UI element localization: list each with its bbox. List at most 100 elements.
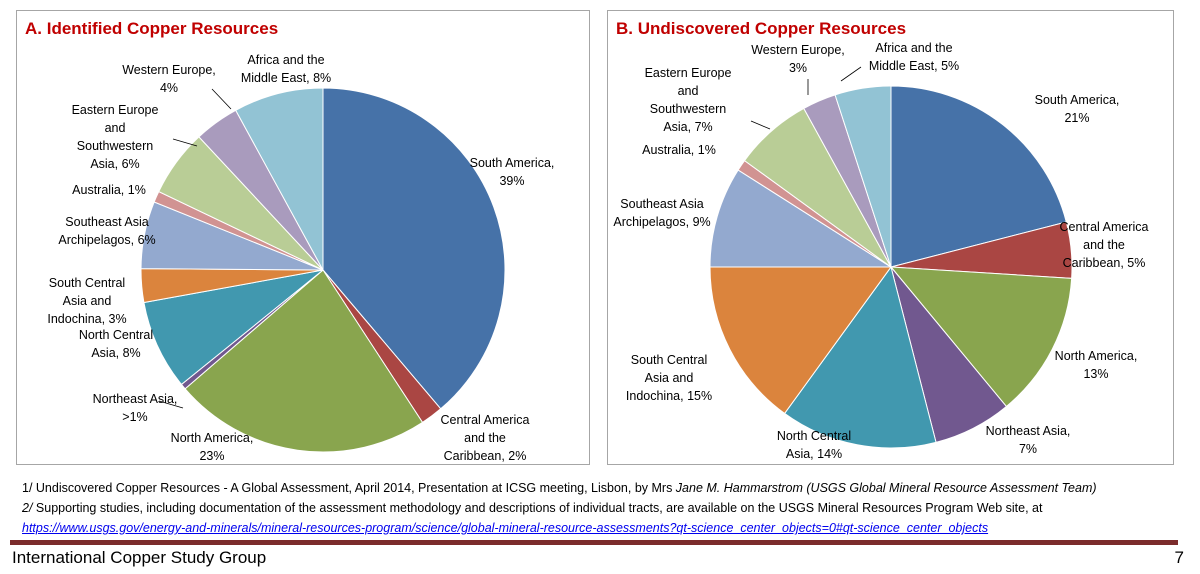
data-label-line: >1%	[122, 410, 148, 424]
usgs-link[interactable]: https://www.usgs.gov/energy-and-minerals…	[22, 521, 989, 535]
data-label: Northeast Asia, >1%	[93, 390, 178, 426]
data-label: North Central Asia, 8%	[79, 326, 153, 362]
pie-slice-southeast-asia-archipelagos	[709, 169, 893, 268]
leader-line	[172, 138, 198, 147]
data-label-line: Southwestern	[649, 102, 727, 116]
data-label-line: Indochina, 15%	[625, 389, 713, 403]
data-label-line: 13%	[1083, 367, 1109, 381]
leader-line	[211, 88, 232, 110]
footer-divider	[10, 540, 1178, 545]
data-label: North America, 23%	[171, 429, 254, 465]
data-label-line: 21%	[1064, 111, 1090, 125]
chart-title-undiscovered: B. Undiscovered Copper Resources	[616, 19, 907, 38]
data-label: Eastern Europe and Southwestern Asia, 6%	[72, 101, 159, 173]
data-label-line: North America,	[1054, 349, 1138, 363]
data-label: Southeast Asia Archipelagos, 9%	[613, 195, 710, 231]
data-label-line: Asia, 7%	[663, 120, 713, 134]
data-label: Australia, 1%	[642, 141, 716, 159]
pie-slice-south-america	[322, 87, 506, 410]
data-label-line: Australia, 1%	[72, 183, 146, 197]
data-label-line: South America,	[1034, 93, 1120, 107]
data-label-line: Western Europe,	[122, 63, 216, 77]
data-label-line: Southwestern	[76, 139, 154, 153]
data-label-line: 23%	[199, 449, 225, 463]
data-label-line: 7%	[1018, 442, 1038, 456]
data-label: Africa and the Middle East, 5%	[869, 39, 959, 75]
leader-line	[840, 66, 862, 82]
data-label-line: and	[677, 84, 699, 98]
pie-slice-africa-and-the-middle-east	[235, 87, 324, 271]
data-label-line: Central America	[440, 413, 530, 427]
chart-identified-resources: A. Identified Copper Resources South Ame…	[16, 10, 590, 465]
pie-slice-africa-and-the-middle-east	[834, 85, 892, 268]
data-label-line: 3%	[788, 61, 808, 75]
data-label-line: Caribbean, 2%	[443, 449, 527, 463]
data-label-line: South Central	[630, 353, 708, 367]
pie-slice-south-central-asia-and-indochina	[709, 266, 892, 415]
data-label-line: Asia and	[62, 294, 112, 308]
pie-slice-north-central-asia	[783, 265, 937, 449]
data-label-line: Middle East, 5%	[868, 59, 960, 73]
chart-undiscovered-resources: B. Undiscovered Copper Resources South A…	[607, 10, 1174, 465]
footer-organization: International Copper Study Group	[12, 548, 267, 567]
leader-line	[750, 120, 771, 130]
data-label-line: Southeast Asia	[620, 197, 704, 211]
pie-chart-undiscovered	[709, 66, 1073, 449]
data-label-line: North Central	[78, 328, 154, 342]
data-label-line: North America,	[170, 431, 254, 445]
data-label-line: Southeast Asia	[65, 215, 149, 229]
data-label-line: Northeast Asia,	[985, 424, 1071, 438]
data-label-line: South America,	[469, 156, 555, 170]
data-label: Central America and the Caribbean, 5%	[1060, 218, 1149, 272]
data-label: South America, 21%	[1035, 91, 1120, 127]
data-label-line: Australia, 1%	[642, 143, 716, 157]
chart-title-identified: A. Identified Copper Resources	[25, 19, 279, 38]
data-label: South Central Asia and Indochina, 3%	[47, 274, 126, 328]
data-label: Africa and the Middle East, 8%	[241, 51, 331, 87]
data-label-line: Central America	[1059, 220, 1149, 234]
data-label-line: and the	[464, 431, 506, 445]
data-label-line: 4%	[159, 81, 179, 95]
data-label-line: 39%	[499, 174, 525, 188]
data-label-line: Caribbean, 5%	[1062, 256, 1146, 270]
pie-slice-north-america	[889, 266, 1073, 408]
data-label: Western Europe, 4%	[122, 61, 216, 97]
data-label: Central America and the Caribbean, 2%	[441, 411, 530, 465]
data-label: Southeast Asia Archipelagos, 6%	[58, 213, 155, 249]
pie-chart-identified	[140, 87, 506, 453]
pie-slice-north-central-asia	[143, 269, 324, 386]
data-label-line: Asia, 8%	[91, 346, 141, 360]
data-label: North Central Asia, 14%	[777, 427, 851, 463]
data-label-line: Eastern Europe	[71, 103, 159, 117]
data-label-line: and	[104, 121, 126, 135]
data-label-line: South Central	[48, 276, 126, 290]
footnotes: 1/ Undiscovered Copper Resources - A Glo…	[22, 478, 1182, 538]
pie-slice-north-america	[184, 269, 424, 453]
footnote-1: 1/ Undiscovered Copper Resources - A Glo…	[22, 481, 1097, 495]
data-label-line: Asia, 6%	[90, 157, 140, 171]
data-label: Northeast Asia, 7%	[986, 422, 1071, 458]
data-label-line: and the	[1083, 238, 1125, 252]
data-label-line: Africa and the	[875, 41, 953, 55]
data-label-line: Western Europe,	[751, 43, 845, 57]
page-number: 7	[1174, 548, 1184, 567]
data-label-line: Africa and the	[247, 53, 325, 67]
data-label-line: Indochina, 3%	[47, 312, 127, 326]
data-label-line: Northeast Asia,	[92, 392, 178, 406]
data-label: South Central Asia and Indochina, 15%	[626, 351, 712, 405]
leader-line	[158, 400, 184, 409]
data-label: Australia, 1%	[72, 181, 146, 199]
data-label-line: Asia and	[644, 371, 694, 385]
data-label: North America, 13%	[1055, 347, 1138, 383]
data-label-line: Asia, 14%	[785, 447, 843, 461]
data-label-line: Archipelagos, 9%	[613, 215, 711, 229]
data-label-line: Archipelagos, 6%	[58, 233, 156, 247]
footnote-link-line: https://www.usgs.gov/energy-and-minerals…	[22, 518, 1182, 538]
data-label: Eastern Europe and Southwestern Asia, 7%	[645, 64, 732, 136]
data-label-line: Eastern Europe	[644, 66, 732, 80]
data-label-line: Middle East, 8%	[240, 71, 332, 85]
data-label: South America, 39%	[470, 154, 555, 190]
data-label: Western Europe, 3%	[751, 41, 845, 77]
footnote-2: 2/ Supporting studies, including documen…	[22, 501, 1043, 515]
data-label-line: North Central	[776, 429, 852, 443]
